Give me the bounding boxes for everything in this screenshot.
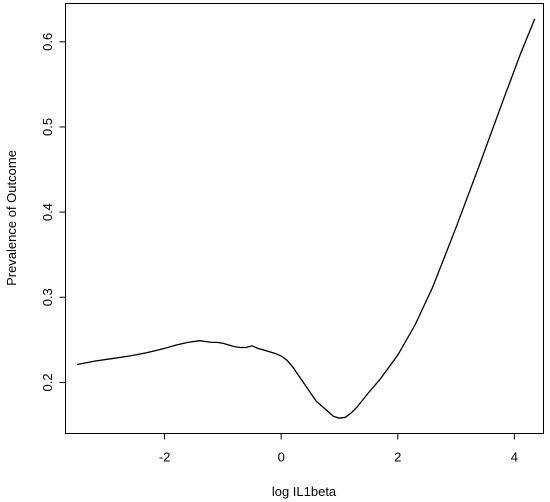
y-axis: 0.2 0.3 0.4 0.5 0.6 xyxy=(40,33,66,391)
series-line xyxy=(77,18,536,419)
x-axis: -2 0 2 4 xyxy=(159,433,518,465)
y-axis-title: Prevalence of Outcome xyxy=(4,150,19,286)
x-tick-label: -2 xyxy=(159,450,171,465)
x-axis-title: log IL1beta xyxy=(272,484,337,499)
y-tick-label: 0.6 xyxy=(40,33,55,51)
y-tick-label: 0.4 xyxy=(40,203,55,221)
series-group xyxy=(77,18,536,419)
y-tick-label: 0.5 xyxy=(40,118,55,136)
x-tick-label: 2 xyxy=(394,450,401,465)
plot-frame xyxy=(65,3,544,434)
y-tick-label: 0.3 xyxy=(40,288,55,306)
x-tick-label: 4 xyxy=(511,450,518,465)
x-tick-label: 0 xyxy=(278,450,285,465)
y-tick-label: 0.2 xyxy=(40,373,55,391)
